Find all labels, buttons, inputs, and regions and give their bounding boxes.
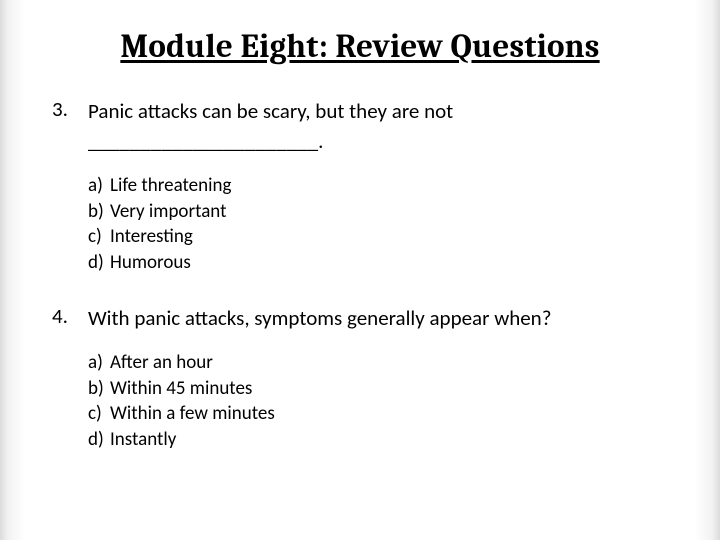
option-text: Humorous	[110, 250, 668, 276]
options-list: a) Life threatening b) Very important c)…	[88, 173, 668, 276]
option-label: b)	[88, 376, 110, 402]
option-row: d) Humorous	[88, 250, 668, 276]
question-row: 3. Panic attacks can be scary, but they …	[52, 96, 668, 157]
option-label: d)	[88, 427, 110, 453]
question-text: With panic attacks, symptoms generally a…	[88, 303, 668, 333]
option-text: After an hour	[110, 350, 668, 376]
option-label: a)	[88, 350, 110, 376]
option-text: Very important	[110, 199, 668, 225]
option-row: d) Instantly	[88, 427, 668, 453]
option-label: c)	[88, 224, 110, 250]
options-list: a) After an hour b) Within 45 minutes c)…	[88, 350, 668, 453]
option-row: a) After an hour	[88, 350, 668, 376]
option-text: Instantly	[110, 427, 668, 453]
question-block: 3. Panic attacks can be scary, but they …	[52, 96, 668, 275]
option-text: Within 45 minutes	[110, 376, 668, 402]
option-label: a)	[88, 173, 110, 199]
option-text: Life threatening	[110, 173, 668, 199]
option-text: Interesting	[110, 224, 668, 250]
page-title: Module Eight: Review Questions	[52, 28, 668, 66]
slide: Module Eight: Review Questions 3. Panic …	[0, 0, 720, 540]
question-number: 3.	[52, 96, 88, 122]
question-number: 4.	[52, 303, 88, 329]
option-label: c)	[88, 401, 110, 427]
option-row: a) Life threatening	[88, 173, 668, 199]
option-text: Within a few minutes	[110, 401, 668, 427]
question-row: 4. With panic attacks, symptoms generall…	[52, 303, 668, 333]
option-row: b) Within 45 minutes	[88, 376, 668, 402]
question-text: Panic attacks can be scary, but they are…	[88, 96, 668, 157]
option-row: b) Very important	[88, 199, 668, 225]
option-label: b)	[88, 199, 110, 225]
option-label: d)	[88, 250, 110, 276]
option-row: c) Within a few minutes	[88, 401, 668, 427]
question-block: 4. With panic attacks, symptoms generall…	[52, 303, 668, 452]
option-row: c) Interesting	[88, 224, 668, 250]
